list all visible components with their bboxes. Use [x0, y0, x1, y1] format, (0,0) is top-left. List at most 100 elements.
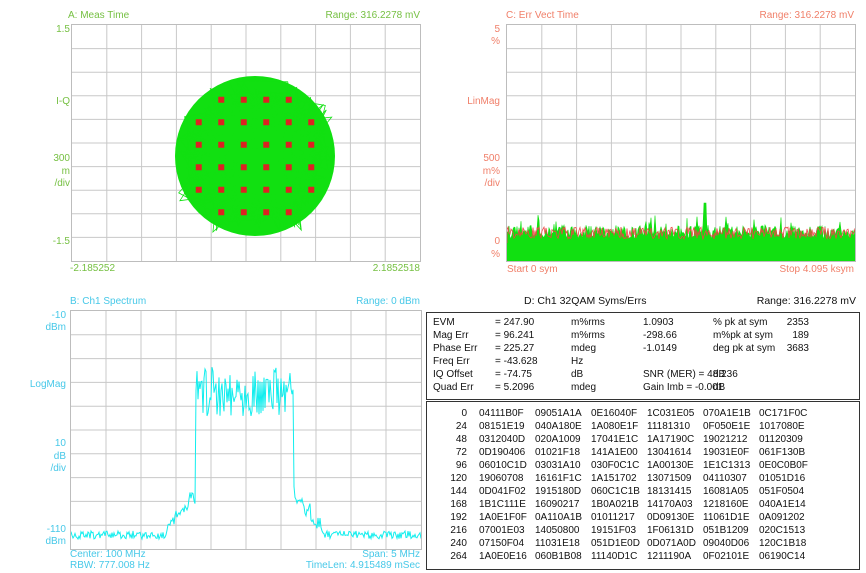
summary-cell: -298.66	[643, 330, 677, 341]
constellation-point	[195, 164, 202, 171]
constellation-point	[218, 209, 225, 216]
symbol-value: 0F050E1E	[703, 421, 751, 432]
symbol-value: 13071509	[647, 473, 692, 484]
symbol-value: 16090217	[535, 499, 580, 510]
panel-b-timelen: TimeLen: 4.915489 mSec	[305, 560, 420, 571]
constellation-point	[218, 186, 225, 193]
constellation-point	[263, 164, 270, 171]
error-peak-trace	[507, 225, 855, 243]
symbol-value: 0D09130E	[647, 512, 695, 523]
symbol-row: 264 1A0E0E16 060B1B08 11140D1C 1211190A 0F021…	[427, 551, 859, 563]
symbol-value: 040A180E	[535, 421, 582, 432]
error-magnitude-trace	[507, 202, 855, 261]
panel-b-rbw: RBW: 777.008 Hz	[70, 560, 150, 571]
symbol-value: 17041E1C	[591, 434, 639, 445]
panel-c-y-bottom2: %	[491, 249, 500, 260]
constellation-point	[218, 141, 225, 148]
constellation-point	[285, 119, 292, 126]
symbol-value: 1C031E05	[647, 408, 695, 419]
symbol-value: 0D190406	[479, 447, 526, 458]
panel-a-y-bottom: -1.5	[52, 236, 70, 247]
summary-cell: m%pk at sym	[713, 330, 774, 341]
symbol-value: 04110307	[703, 473, 747, 484]
symbol-row: 144 0D041F02 1915180D 060C1C1B 18131415 16081…	[427, 486, 859, 498]
summary-cell: = 225.27	[495, 343, 535, 354]
constellation-point	[195, 119, 202, 126]
symbol-value: 141A1E00	[591, 447, 638, 458]
constellation-point	[263, 119, 270, 126]
summary-cell: 1.0903	[643, 317, 674, 328]
panel-b-y-mid: LogMag	[29, 379, 66, 390]
summary-cell: = 96.241	[495, 330, 535, 341]
summary-cell: m%rms	[571, 317, 605, 328]
summary-cell: -1.0149	[643, 343, 677, 354]
summary-cell: deg pk at sym	[713, 343, 776, 354]
symbol-value: 060C1C1B	[591, 486, 640, 497]
error-vector-graph	[507, 25, 855, 261]
panel-b-y-top1: -10	[51, 310, 66, 321]
panel-d-title: D: Ch1 32QAM Syms/Errs	[524, 295, 647, 307]
constellation-point	[308, 186, 315, 193]
constellation-point	[263, 186, 270, 193]
panel-c-scale-val: 500	[483, 153, 500, 164]
summary-cell: SNR (MER) = 48.236	[643, 369, 738, 380]
spectrum-plot[interactable]	[70, 310, 422, 550]
panel-b-scale-unit2: /div	[50, 463, 66, 474]
summary-cell: Hz	[571, 356, 584, 367]
symbol-value: 1017080E	[759, 421, 805, 432]
panel-a-scale-unit2: /div	[54, 178, 70, 189]
symbol-value: 14050800	[535, 525, 580, 536]
constellation-plot[interactable]	[71, 24, 421, 262]
symbol-value: 09051A1A	[535, 408, 582, 419]
symbol-value: 19031E0F	[703, 447, 750, 458]
panel-b-range: Range: 0 dBm	[356, 296, 420, 307]
symbol-value: 1A0E1F0F	[479, 512, 527, 523]
symbol-value: 11140D1C	[591, 551, 638, 562]
symbol-value: 020C1513	[759, 525, 806, 536]
summary-cell: m%rms	[571, 330, 605, 341]
constellation-point	[308, 119, 315, 126]
constellation-point	[240, 209, 247, 216]
symbol-value: 06190C14	[759, 551, 806, 562]
constellation-point	[240, 141, 247, 148]
panel-b-y-bottom2: dBm	[45, 536, 66, 547]
panel-a-title: A: Meas Time	[68, 10, 130, 21]
summary-cell: Mag Err	[433, 330, 469, 341]
symbol-value: 1B1C111E	[479, 499, 526, 510]
symbol-index: 96	[455, 460, 467, 471]
grid-lines	[71, 311, 421, 549]
panel-c-scale-unit1: m%	[482, 166, 500, 177]
constellation-point	[218, 96, 225, 103]
symbol-value: 04111B0F	[479, 408, 524, 419]
panel-c-y-mid: LinMag	[467, 96, 500, 107]
symbol-value: 0C171F0C	[759, 408, 808, 419]
error-vector-plot[interactable]	[506, 24, 856, 262]
symbol-index: 72	[455, 447, 467, 458]
panel-b-scale-val: 10	[54, 438, 66, 449]
panel-b-y-bottom1: -110	[46, 524, 66, 535]
symbol-value: 19060708	[479, 473, 524, 484]
symbol-value: 18131415	[647, 486, 692, 497]
symbol-value: 07150F04	[479, 538, 525, 549]
panel-c-y-top1: 5	[494, 24, 500, 35]
summary-cell: = -43.628	[495, 356, 538, 367]
symbol-value: 19151F03	[591, 525, 637, 536]
symbol-row: 240 07150F04 11031E18 051D1E0D 0D071A0D 09040…	[427, 538, 859, 550]
symbol-value: 1218160E	[703, 499, 749, 510]
summary-cell: % pk at sym	[713, 317, 768, 328]
symbol-index: 120	[450, 473, 467, 484]
panel-b-center: Center: 100 MHz	[70, 549, 146, 560]
symbol-index: 144	[450, 486, 467, 497]
panel-b-y-top2: dBm	[45, 322, 66, 333]
constellation-point	[240, 96, 247, 103]
panel-c-scale-unit2: /div	[484, 178, 500, 189]
symbol-value: 01011217	[591, 512, 635, 523]
symbol-index: 168	[450, 499, 467, 510]
panel-a-y-top: 1.5	[56, 24, 70, 35]
symbol-index: 192	[450, 512, 467, 523]
symbol-value: 13041614	[647, 447, 692, 458]
constellation-point	[195, 186, 202, 193]
summary-cell: dB	[713, 369, 726, 380]
symbol-row: 24 08151E19 040A180E 1A080E1F 11181310 0F050E…	[427, 421, 859, 433]
symbol-value: 051F0504	[759, 486, 805, 497]
